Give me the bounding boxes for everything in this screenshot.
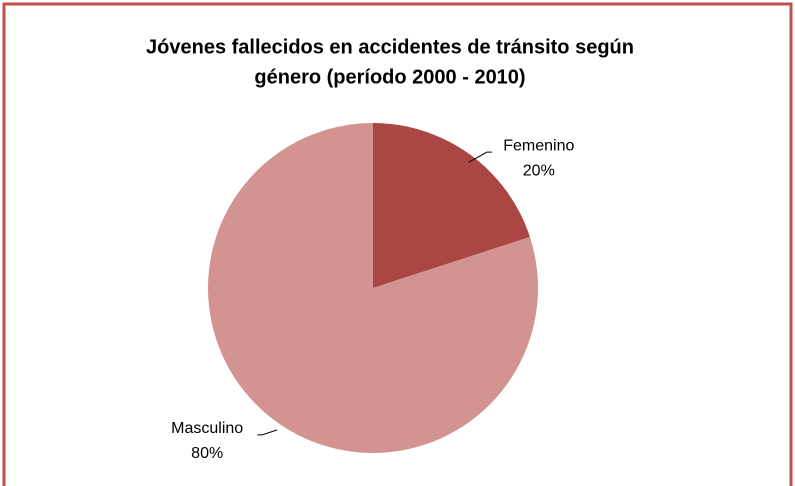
slice-label: Masculino	[171, 420, 243, 437]
leader-line	[468, 151, 492, 163]
slice-value-label: 20%	[523, 162, 555, 179]
slice-value-label: 80%	[191, 445, 223, 462]
chart-title: Jóvenes fallecidos en accidentes de trán…	[146, 36, 634, 58]
chart-title: género (período 2000 - 2010)	[254, 66, 525, 88]
slice-label: Femenino	[503, 137, 574, 154]
pie-slice	[208, 123, 538, 453]
leader-line	[257, 429, 278, 436]
pie-slice	[373, 123, 530, 288]
